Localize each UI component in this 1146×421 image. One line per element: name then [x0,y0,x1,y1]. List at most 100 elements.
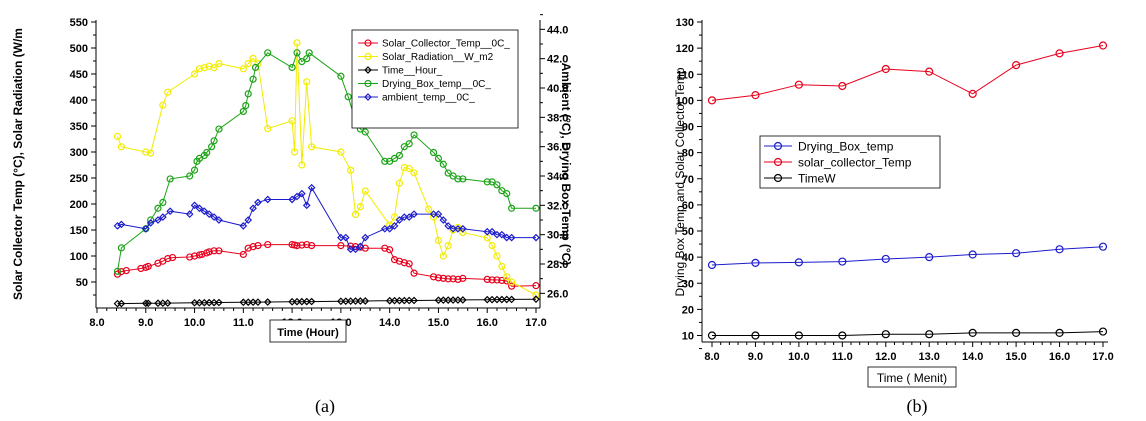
chart-a-point-4 [395,216,404,224]
chart-a-point-4 [302,201,311,210]
chart-a-point-1 [444,242,452,250]
chart-a-point-4 [390,222,399,230]
chart-a-point-3 [303,55,311,63]
chart-a-point-3 [186,172,194,180]
chart-a-point-2 [532,295,540,304]
chart-a-point-4 [356,242,365,251]
chart-b-y-tick-label: 40 [682,252,694,264]
chart-a-point-0 [390,256,399,264]
chart-a-point-1 [434,236,443,244]
chart-a-point-1 [264,125,272,133]
chart-a-point-0 [395,257,404,265]
chart-a-y-left-tick-label: 450 [70,69,88,81]
chart-b-caption: (b) [907,396,928,417]
chart-b-x-tick-label: 8.0 [704,351,719,363]
chart-a-point-4 [159,213,167,221]
chart-b-y-tick-label: 100 [676,95,694,107]
chart-a-point-3 [242,101,250,110]
chart-a-point-3 [434,154,443,162]
chart-a-point-0 [298,241,306,249]
chart-a-legend [351,29,519,129]
chart-a-point-0 [210,247,218,255]
chart-a-point-3 [454,175,462,183]
chart-b-x-tick-label: 17.0 [1092,351,1113,363]
chart-b-legend-label: solar_collector_Temp [798,156,912,170]
chart-b-point-0 [968,250,977,259]
chart-a-point-0 [264,240,272,249]
chart-b-x-tick-label: 13.0 [919,351,940,363]
chart-a-point-3 [493,181,501,189]
chart-a-point-1 [290,148,299,156]
chart-a-point-1 [142,148,150,156]
chart-a-point-2 [215,298,223,307]
chart-a-point-4 [200,207,209,216]
chart-a-y-right-tick-label: 44.0 [547,24,568,36]
chart-a-y-left-tick-label: 350 [70,121,88,133]
chart-a-point-0 [303,240,311,249]
chart-a-point-0 [483,275,491,283]
chart-a-point-4 [249,204,257,213]
chart-a-point-4 [195,204,204,213]
chart-a-y-left-tick-label: 50 [76,277,88,289]
chart-a-point-3 [113,267,122,275]
chart-b-x-tick-label: 16.0 [1049,351,1070,363]
chart-b-x-tick-label: 12.0 [875,351,896,363]
chart-a-point-4 [254,198,262,207]
chart-a-y-right-tick-label: 28.0 [547,259,568,271]
chart-b-point-0 [751,258,760,267]
chart-b-y-tick-label: 10 [682,331,694,343]
chart-b-point-1 [751,91,760,100]
chart-a-legend-label: Time__Hour_ [382,66,443,77]
chart-b-point-1 [968,89,977,98]
chart-a-legend-marker [364,66,372,74]
chart-a-y-right-tick-label: 26.0 [547,288,568,300]
chart-a-point-0 [190,252,199,260]
chart-a-point-3 [508,204,516,212]
chart-a-point-0 [429,273,438,281]
chart-a-point-3 [166,175,174,183]
chart-a-point-2 [361,297,370,305]
chart-a-point-1 [425,205,433,213]
chart-b-y-tick-label: 120 [676,43,694,55]
chart-a-point-3 [344,93,352,101]
chart-b-point-2 [925,330,934,339]
chart-a-point-1 [439,252,447,260]
chart-a-point-1 [308,143,316,151]
chart-b-y-tick-label: 50 [682,226,694,238]
chart-a-point-4 [405,213,414,221]
chart-a-point-0 [449,275,457,283]
chart-a-point-3 [190,166,199,174]
chart-a-point-4 [444,222,453,230]
chart-a-point-1 [113,132,122,140]
chart-b-legend-marker [773,157,783,167]
chart-a-point-3 [395,151,404,160]
chart-a-point-2 [163,299,172,307]
chart-a-point-3 [117,244,125,252]
chart-b-point-2 [838,331,847,340]
chart-b-legend-marker [773,141,783,151]
chart-a-point-4 [239,222,248,230]
chart-a-y-left-tick-label: 100 [70,251,88,263]
chart-a-point-3 [249,75,257,83]
chart-b-point-2 [1098,327,1108,336]
chart-a-point-1 [210,64,218,72]
chart-a-point-0 [498,276,506,285]
chart-a-series-line-0 [117,244,537,287]
chart-a-y-left-tick-label: 300 [70,147,88,159]
chart-a-point-0 [488,276,496,284]
chart-a-point-3 [483,178,491,186]
chart-a-point-1 [195,65,204,73]
chart-a-point-3 [154,204,162,212]
chart-a-point-2 [263,298,272,306]
chart-b-x-tick-label: 9.0 [748,351,763,363]
chart-a-point-1 [351,210,360,218]
chart-a-point-4 [166,207,175,216]
chart-a-point-1 [508,278,516,286]
chart-a-point-3 [244,90,252,98]
chart-a-y-right-tick-label: 42.0 [547,54,568,66]
chart-a-y-right-tick-label: 32.0 [547,200,568,212]
chart-b-y-tick-label: 70 [682,174,694,186]
chart-a-point-1 [361,187,369,195]
chart-a-y-left-tick-label: 200 [70,199,88,211]
